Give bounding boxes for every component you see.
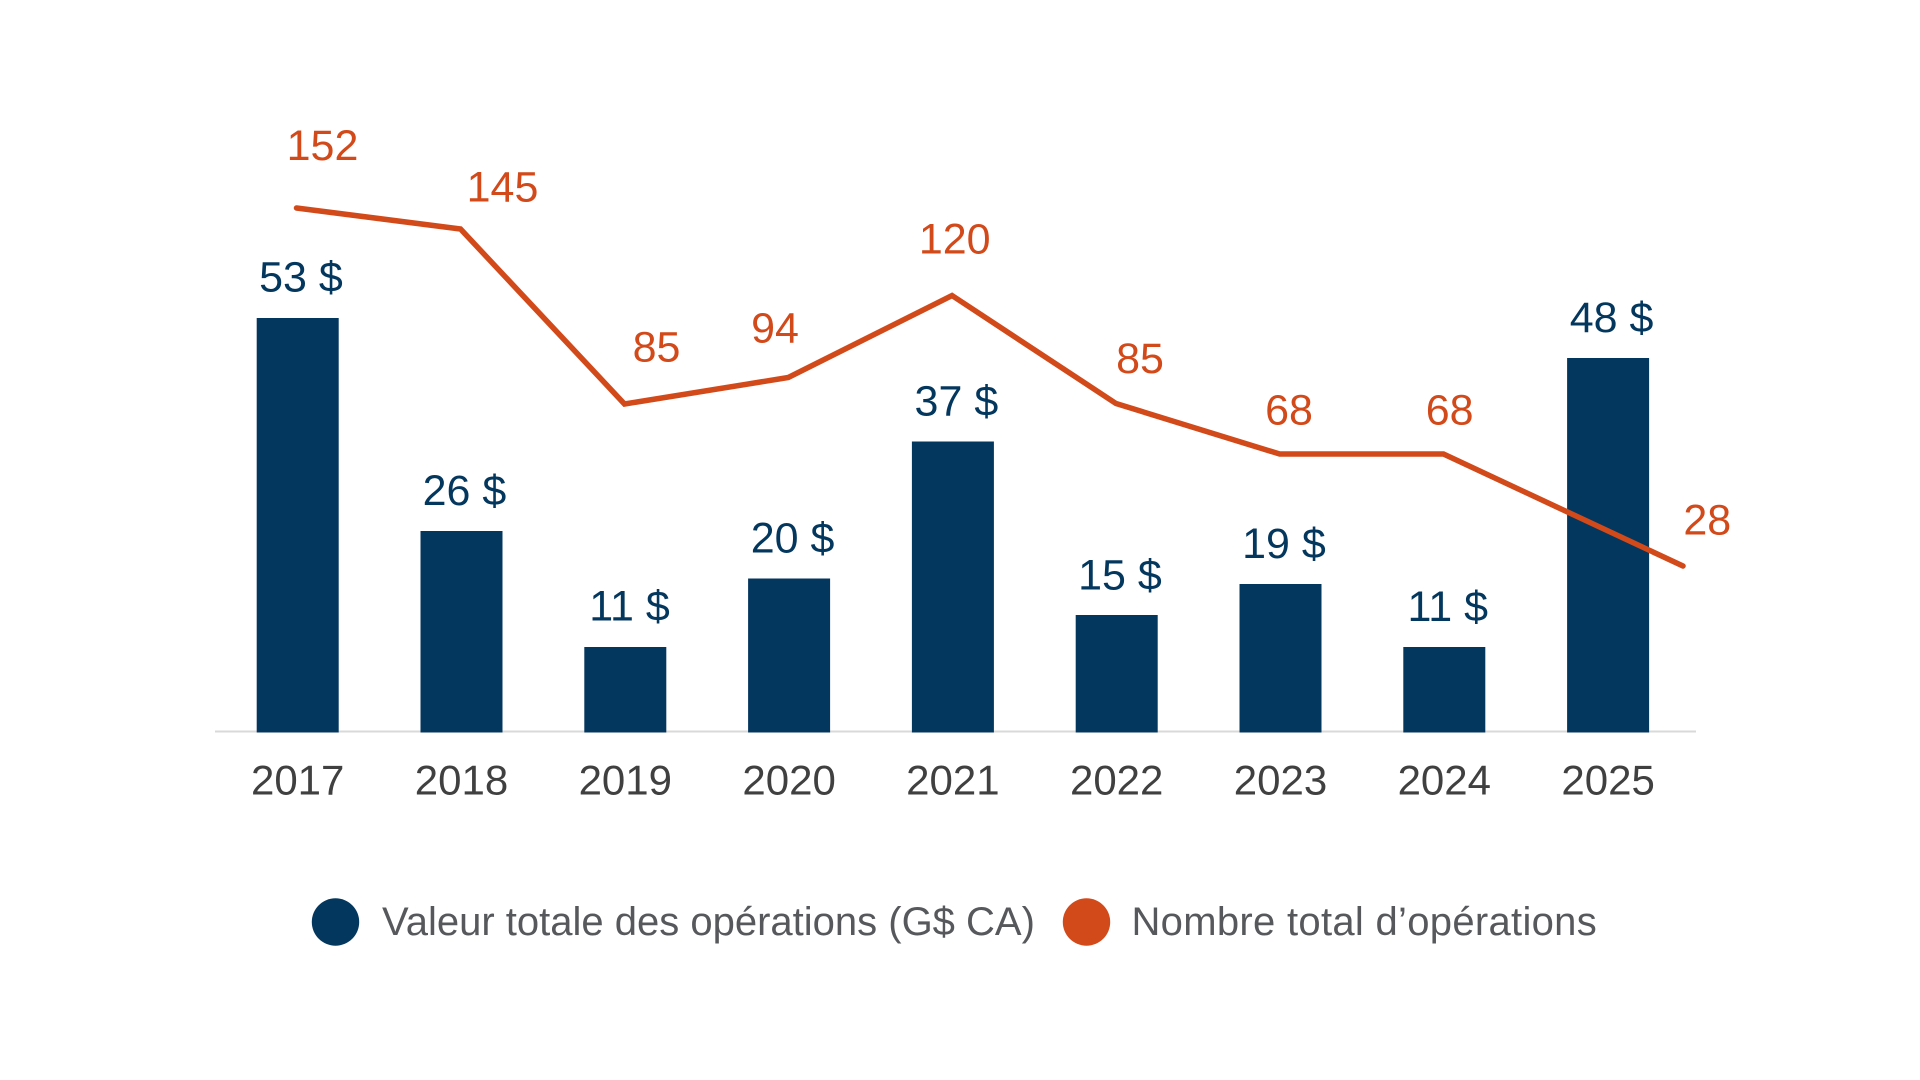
svg-text:2021: 2021	[906, 756, 999, 803]
svg-text:28: 28	[1683, 497, 1731, 545]
svg-text:53 $: 53 $	[259, 253, 343, 301]
svg-text:85: 85	[633, 324, 681, 372]
svg-text:20 $: 20 $	[751, 515, 835, 563]
svg-text:2018: 2018	[415, 756, 508, 803]
svg-text:Valeur totale des opérations (: Valeur totale des opérations (G$ CA)	[382, 900, 1035, 944]
svg-text:48 $: 48 $	[1570, 294, 1654, 342]
svg-text:2023: 2023	[1234, 756, 1327, 803]
svg-text:26 $: 26 $	[423, 467, 507, 515]
svg-text:2022: 2022	[1070, 756, 1163, 803]
svg-text:11 $: 11 $	[589, 583, 670, 631]
svg-text:94: 94	[751, 305, 799, 353]
svg-text:145: 145	[467, 164, 539, 212]
svg-text:2025: 2025	[1561, 756, 1654, 803]
svg-text:85: 85	[1116, 335, 1164, 383]
svg-text:11 $: 11 $	[1408, 583, 1489, 631]
svg-text:37 $: 37 $	[915, 378, 999, 426]
svg-text:2017: 2017	[251, 756, 344, 803]
svg-text:2019: 2019	[579, 756, 672, 803]
svg-text:Nombre total d’opérations: Nombre total d’opérations	[1132, 900, 1598, 944]
svg-text:2020: 2020	[742, 756, 835, 803]
svg-text:68: 68	[1265, 386, 1313, 434]
svg-text:15 $: 15 $	[1078, 552, 1162, 600]
svg-text:152: 152	[287, 122, 359, 170]
svg-text:120: 120	[919, 216, 991, 264]
svg-text:2024: 2024	[1398, 756, 1491, 803]
svg-text:19 $: 19 $	[1242, 520, 1326, 568]
svg-text:68: 68	[1426, 387, 1474, 435]
